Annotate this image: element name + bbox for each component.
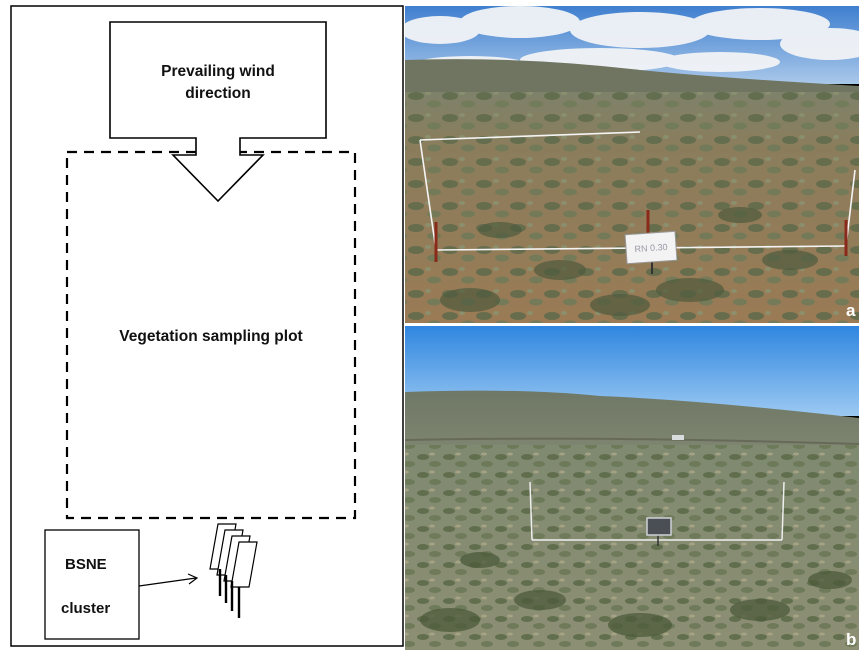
plot-label: Vegetation sampling plot — [119, 328, 302, 345]
study-design-diagram: Prevailing wind direction Vegetation sam… — [10, 5, 404, 647]
plot-sign-a-text: RN 0.30 — [634, 242, 668, 254]
wind-label-line2: direction — [185, 85, 250, 102]
panel-b-letter: b — [846, 630, 856, 649]
bsne-label-line1: BSNE — [65, 556, 107, 573]
bsne-sampler-icon — [209, 523, 258, 618]
plot-tape-b — [529, 481, 785, 541]
wind-label-line1: Prevailing wind — [161, 63, 275, 80]
plot-sign-b — [646, 517, 672, 546]
hill-a — [405, 59, 859, 100]
panel-a-letter: a — [846, 301, 856, 320]
bsne-box — [44, 529, 140, 640]
photo-panel-a: RN 0.30 — [405, 6, 859, 323]
hill-b — [405, 390, 859, 446]
bsne-pointer-arrow — [138, 573, 199, 587]
wind-direction-arrow — [109, 21, 327, 203]
bsne-label-line2: cluster — [61, 600, 110, 617]
plot-sign-a: RN 0.30 — [624, 230, 678, 274]
photo-panel-b — [405, 326, 859, 650]
